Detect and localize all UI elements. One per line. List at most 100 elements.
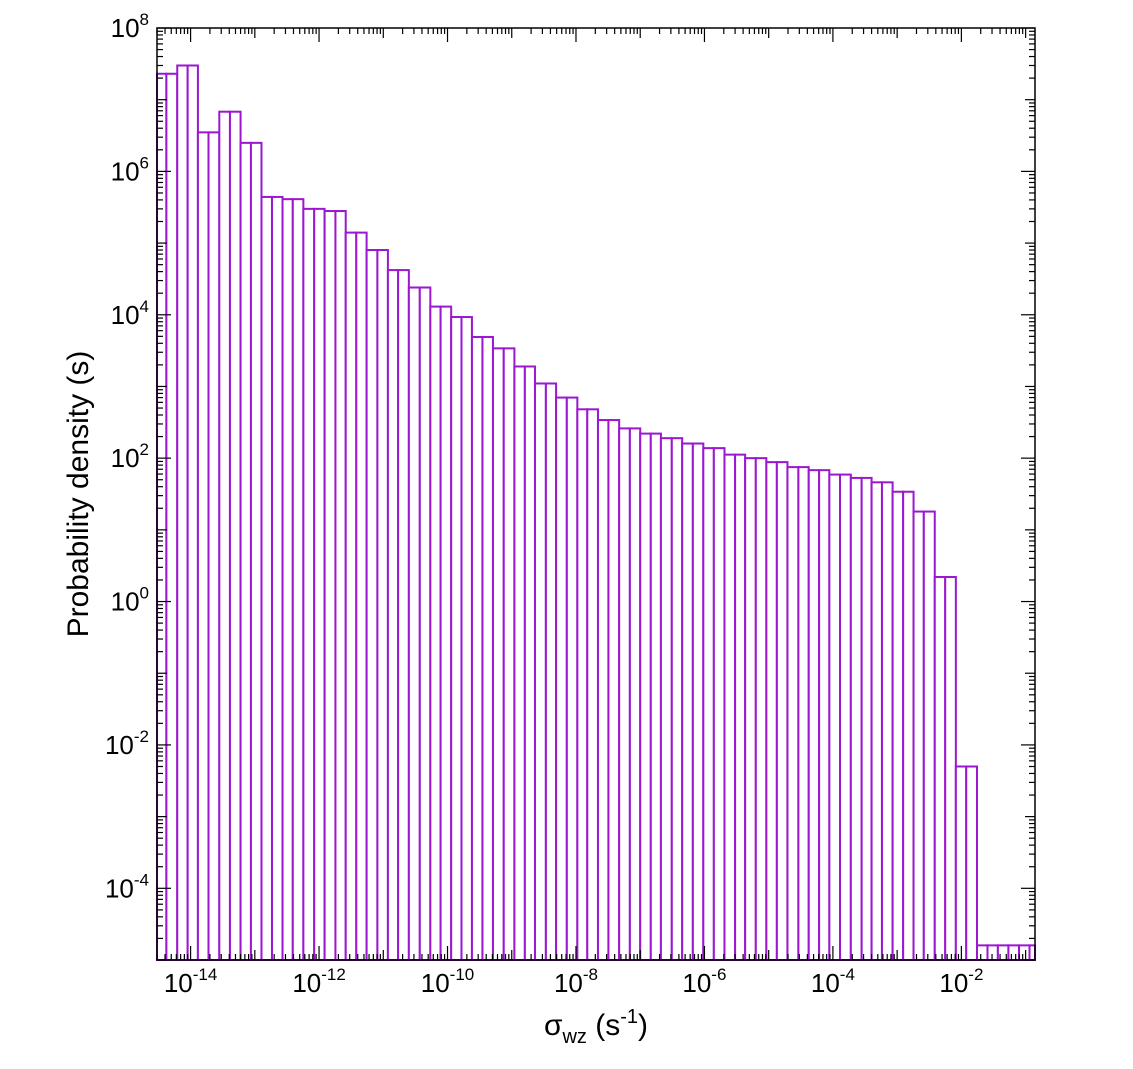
histogram-bar [165,72,179,961]
histogram-bar [513,365,526,962]
x-tick-label: 10-12 [292,965,346,998]
histogram-bar [523,365,536,962]
histogram-bar [1028,944,1037,961]
histogram-bar [376,249,389,961]
y-tick-label-exponent: 4 [140,297,149,316]
histogram-bar [260,195,273,961]
histogram-bar [765,461,778,961]
y-tick-label-base: 10 [105,730,134,760]
y-tick-label-exponent: 2 [140,440,149,459]
y-tick-label: 100 [111,584,149,617]
histogram-bar [586,408,599,961]
histogram-bar [1018,944,1031,961]
y-tick-label-base: 10 [111,13,140,43]
x-tick-label: 10-10 [421,965,475,998]
x-axis-label: σwz (s-1) [544,1006,648,1048]
histogram-bar [775,461,789,961]
y-tick-label-exponent: 6 [140,153,149,172]
histogram-bar [870,481,883,961]
histogram-bar [533,382,547,961]
y-tick-label-base: 10 [111,443,140,473]
histogram-bar [723,453,737,961]
histogram-bar [849,476,863,961]
histogram-bar [975,944,989,961]
histogram-bar [734,453,747,961]
histogram-bar [544,382,558,961]
histogram-bar [239,141,252,962]
histogram-bar [649,432,662,962]
histogram-bar [681,442,694,961]
histogram-bar [670,437,684,962]
histogram-bar [1007,944,1021,961]
histogram-bar [944,575,957,961]
histogram-bar [291,198,305,961]
histogram-bar [839,473,852,961]
histogram-bar [281,198,294,961]
histogram-bar [397,269,410,961]
histogram-bar [691,442,705,961]
y-tick-label-base: 10 [111,156,140,186]
y-tick-label-base: 10 [105,873,134,903]
histogram-bar [618,427,631,961]
y-tick-label-exponent: 8 [140,10,149,29]
y-axis-label: Probability density (s) [62,351,95,638]
histogram-bars [156,64,1037,962]
x-tick-label-exponent: -4 [840,965,855,984]
x-tick-label-exponent: -2 [968,965,983,984]
y-tick-label-base: 10 [111,587,140,617]
histogram-bar [470,335,484,962]
histogram-bar [418,286,432,961]
histogram-bar [176,64,189,962]
histogram-bar [860,476,873,961]
histogram-bar [797,466,810,961]
histogram-bar [659,437,673,962]
histogram-bar [828,473,842,961]
x-tick-label-base: 10 [554,968,583,998]
x-tick-label-base: 10 [939,968,968,998]
x-tick-label-exponent: -8 [583,965,598,984]
x-tick-label-base: 10 [682,968,711,998]
histogram-bar [880,481,894,961]
x-tick-label-exponent: -6 [711,965,726,984]
histogram-bar [702,447,715,961]
x-tick-label: 10-4 [811,965,855,998]
y-tick-label: 104 [111,297,149,330]
x-tick-label-base: 10 [811,968,840,998]
histogram-bar [407,286,421,961]
x-tick-label-base: 10 [421,968,450,998]
histogram-bar [186,64,199,962]
histogram-bar [218,110,231,961]
histogram-bar [502,347,516,961]
x-tick-label: 10-2 [939,965,983,998]
histogram-bar [628,427,642,961]
histogram-bar [439,305,453,962]
histogram-bar [270,195,284,961]
histogram-bar [386,269,400,961]
y-tick-label-exponent: 0 [140,584,149,603]
x-tick-label-base: 10 [292,968,321,998]
histogram-bar [302,207,316,961]
histogram-bar [491,347,505,961]
histogram-bar [355,231,368,962]
y-tick-label: 108 [111,10,149,43]
histogram-bar [912,510,925,961]
histogram-bar [576,408,589,961]
histogram-bar [902,490,915,961]
histogram-bar [334,210,347,961]
histogram-bar [639,432,652,962]
histogram-bar [323,210,337,961]
x-axis-label-base: σ [544,1009,563,1042]
histogram-bar [954,765,968,961]
histogram-bar [156,72,168,961]
histogram-bar [481,335,494,962]
x-tick-label-exponent: -12 [321,965,346,984]
x-tick-labels: 10-14 10-12 10-10 10-8 10-6 10-4 10-2 [164,965,984,998]
histogram-bar [207,131,221,961]
y-tick-label-exponent: -4 [134,870,149,889]
x-axis-label-unit-close: ) [638,1009,648,1042]
y-tick-label: 10-4 [105,870,149,903]
y-tick-label-exponent: -2 [134,727,149,746]
histogram-bar [565,396,579,961]
x-tick-label: 10-8 [554,965,598,998]
x-axis-label-subscript: wz [561,1026,586,1048]
